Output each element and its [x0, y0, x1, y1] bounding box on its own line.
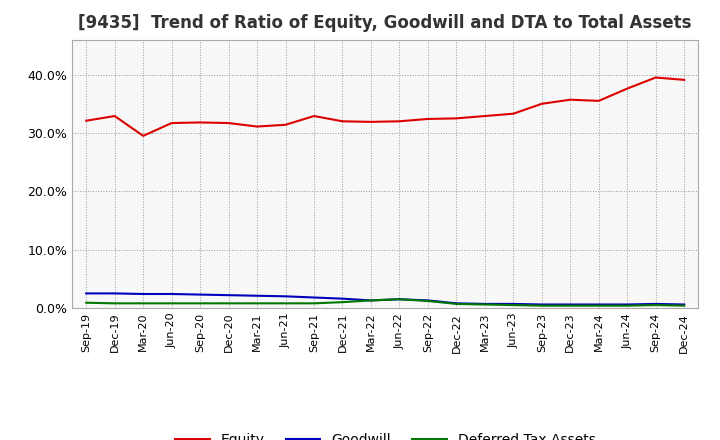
Goodwill: [225, 293, 233, 298]
Deferred Tax Assets: [595, 303, 603, 308]
Line: Goodwill: Goodwill: [86, 293, 684, 304]
Deferred Tax Assets: [282, 301, 290, 306]
Equity: [82, 118, 91, 123]
Equity: [338, 119, 347, 124]
Deferred Tax Assets: [253, 301, 261, 306]
Equity: [110, 114, 119, 119]
Deferred Tax Assets: [110, 301, 119, 306]
Deferred Tax Assets: [652, 302, 660, 308]
Line: Deferred Tax Assets: Deferred Tax Assets: [86, 299, 684, 306]
Deferred Tax Assets: [423, 298, 432, 304]
Goodwill: [452, 301, 461, 306]
Goodwill: [595, 302, 603, 307]
Equity: [623, 86, 631, 91]
Equity: [167, 121, 176, 126]
Deferred Tax Assets: [680, 303, 688, 308]
Deferred Tax Assets: [566, 303, 575, 308]
Equity: [652, 75, 660, 80]
Equity: [253, 124, 261, 129]
Equity: [566, 97, 575, 103]
Equity: [225, 121, 233, 126]
Title: [9435]  Trend of Ratio of Equity, Goodwill and DTA to Total Assets: [9435] Trend of Ratio of Equity, Goodwil…: [78, 15, 692, 33]
Deferred Tax Assets: [509, 302, 518, 308]
Goodwill: [652, 301, 660, 307]
Equity: [139, 133, 148, 139]
Equity: [423, 116, 432, 121]
Deferred Tax Assets: [395, 297, 404, 302]
Goodwill: [480, 301, 489, 307]
Deferred Tax Assets: [452, 301, 461, 307]
Goodwill: [310, 295, 318, 300]
Deferred Tax Assets: [196, 301, 204, 306]
Deferred Tax Assets: [623, 303, 631, 308]
Equity: [395, 119, 404, 124]
Goodwill: [167, 291, 176, 297]
Deferred Tax Assets: [338, 300, 347, 305]
Goodwill: [423, 298, 432, 303]
Goodwill: [282, 293, 290, 299]
Equity: [595, 98, 603, 103]
Equity: [537, 101, 546, 106]
Goodwill: [537, 302, 546, 307]
Equity: [509, 111, 518, 116]
Equity: [680, 77, 688, 82]
Equity: [452, 116, 461, 121]
Goodwill: [680, 302, 688, 307]
Goodwill: [82, 291, 91, 296]
Goodwill: [623, 302, 631, 307]
Equity: [282, 122, 290, 128]
Equity: [366, 119, 375, 125]
Deferred Tax Assets: [167, 301, 176, 306]
Legend: Equity, Goodwill, Deferred Tax Assets: Equity, Goodwill, Deferred Tax Assets: [169, 428, 601, 440]
Goodwill: [509, 301, 518, 307]
Goodwill: [395, 297, 404, 302]
Equity: [196, 120, 204, 125]
Deferred Tax Assets: [480, 302, 489, 307]
Deferred Tax Assets: [310, 301, 318, 306]
Equity: [480, 114, 489, 119]
Goodwill: [253, 293, 261, 298]
Deferred Tax Assets: [82, 300, 91, 305]
Deferred Tax Assets: [366, 298, 375, 303]
Goodwill: [139, 291, 148, 297]
Deferred Tax Assets: [139, 301, 148, 306]
Goodwill: [566, 302, 575, 307]
Goodwill: [110, 291, 119, 296]
Goodwill: [338, 296, 347, 301]
Equity: [310, 114, 318, 119]
Deferred Tax Assets: [225, 301, 233, 306]
Goodwill: [366, 298, 375, 303]
Deferred Tax Assets: [537, 303, 546, 308]
Goodwill: [196, 292, 204, 297]
Line: Equity: Equity: [86, 77, 684, 136]
